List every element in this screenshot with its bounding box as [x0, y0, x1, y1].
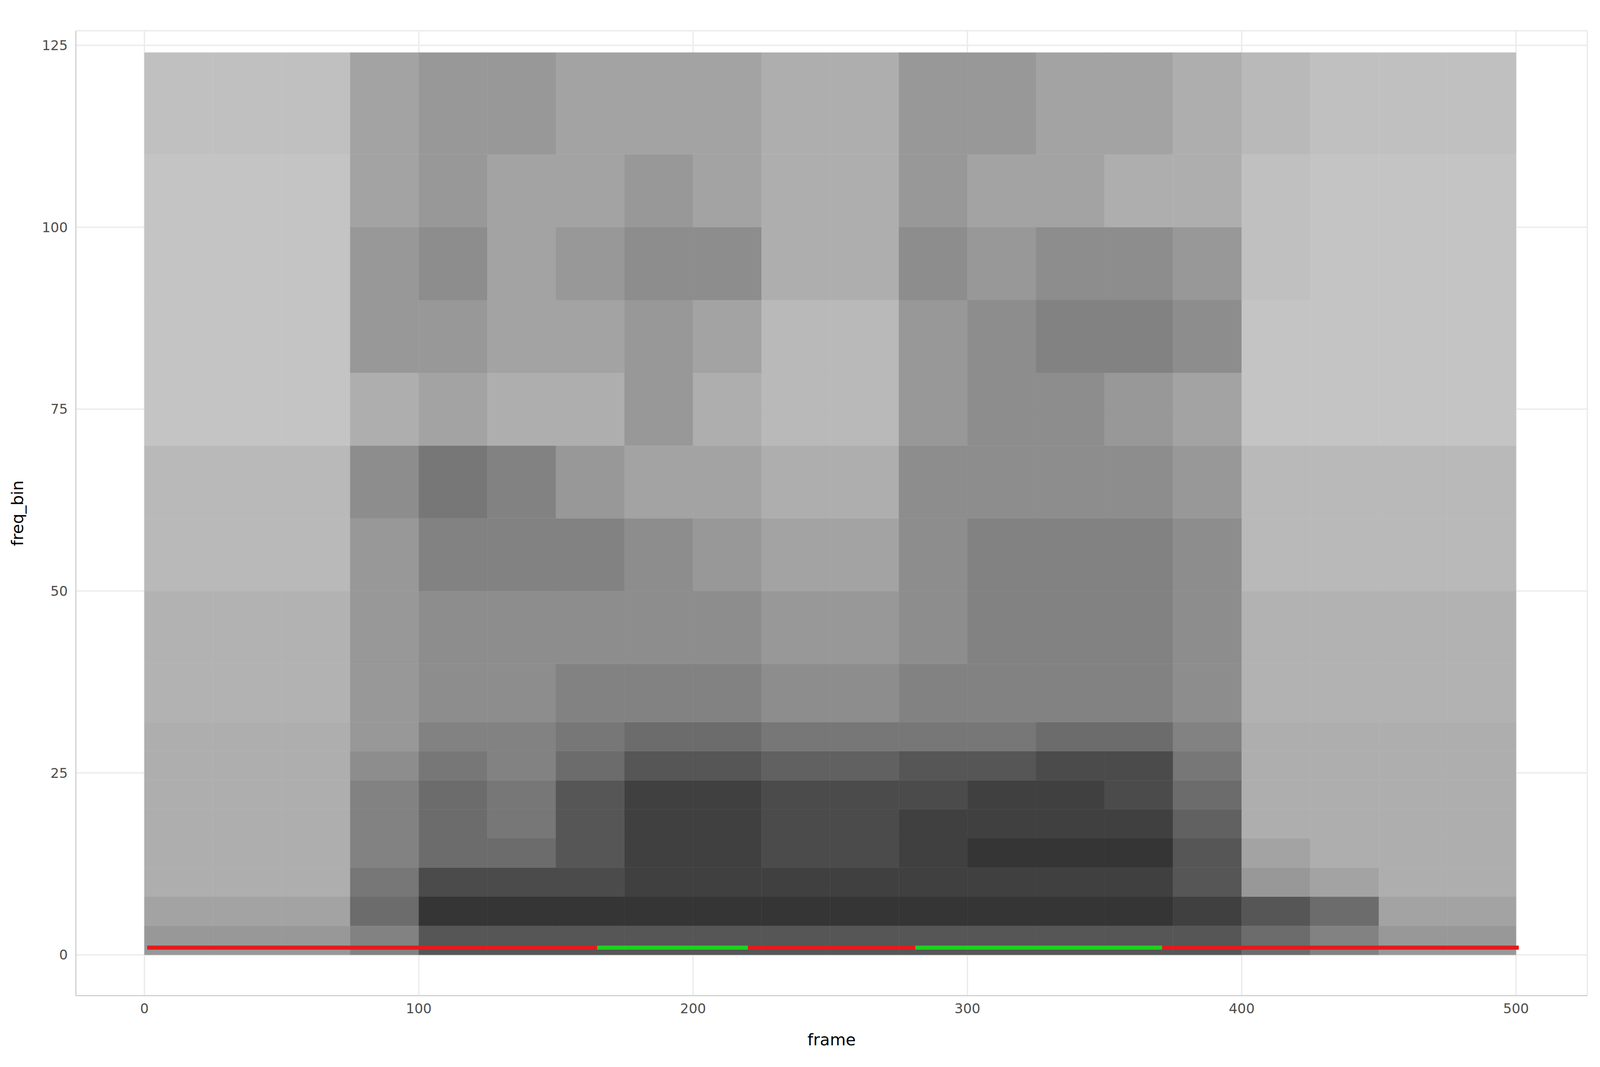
svg-text:200: 200 [680, 1000, 706, 1017]
svg-text:100: 100 [405, 1000, 432, 1017]
svg-text:0: 0 [59, 946, 68, 963]
svg-text:100: 100 [41, 219, 68, 236]
svg-text:300: 300 [954, 1000, 981, 1017]
svg-text:400: 400 [1228, 1000, 1255, 1017]
svg-text:25: 25 [50, 765, 68, 781]
svg-text:125: 125 [41, 37, 68, 54]
svg-text:75: 75 [50, 401, 68, 417]
svg-text:500: 500 [1502, 1000, 1529, 1017]
svg-text:50: 50 [50, 583, 68, 599]
svg-text:frame: frame [807, 1030, 856, 1049]
svg-text:freq_bin: freq_bin [8, 480, 27, 546]
svg-text:0: 0 [139, 1000, 149, 1017]
